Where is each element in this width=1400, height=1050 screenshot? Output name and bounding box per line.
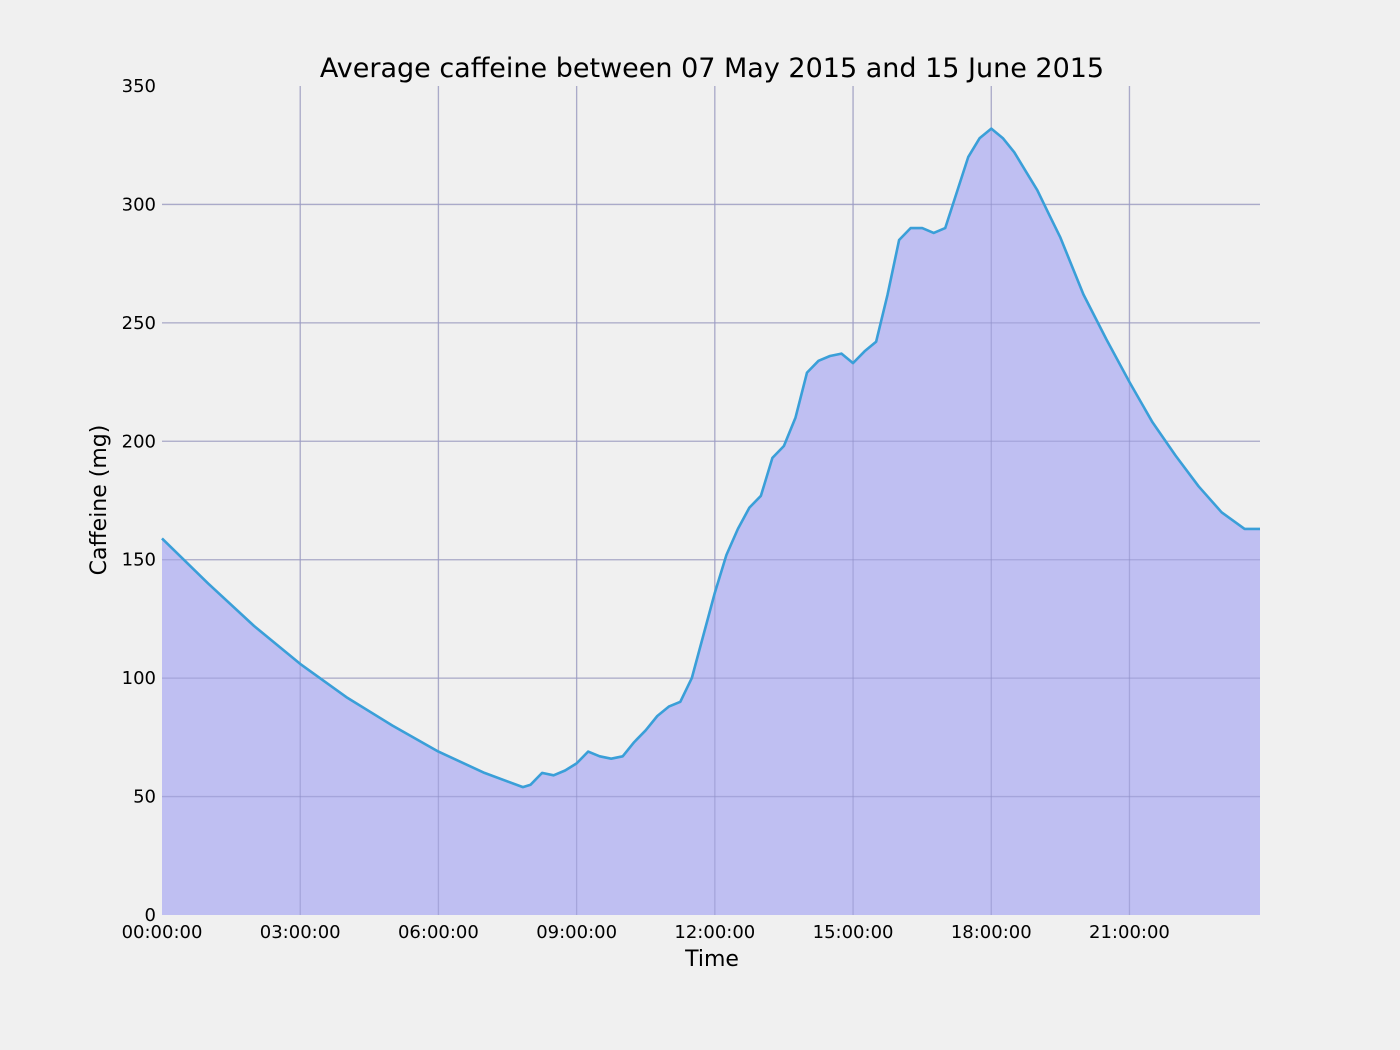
data-point — [1259, 528, 1261, 530]
data-point — [806, 372, 808, 374]
data-point — [933, 232, 935, 234]
data-point — [253, 625, 255, 627]
data-point — [656, 715, 658, 717]
data-point — [1082, 293, 1084, 295]
data-point — [771, 457, 773, 459]
data-point — [1198, 485, 1200, 487]
data-point — [1013, 151, 1015, 153]
x-tick-label: 09:00:00 — [536, 922, 617, 943]
data-point — [207, 582, 209, 584]
data-point — [484, 772, 486, 774]
data-point — [714, 592, 716, 594]
data-point — [760, 495, 762, 497]
data-point — [737, 528, 739, 530]
y-tick-label: 350 — [122, 76, 156, 97]
data-point — [161, 537, 163, 539]
data-point — [748, 507, 750, 509]
data-point — [921, 227, 923, 229]
data-point — [553, 774, 555, 776]
gridlines-overlay — [162, 86, 1260, 915]
data-point — [1071, 265, 1073, 267]
data-point — [1244, 528, 1246, 530]
x-tick-label: 12:00:00 — [674, 922, 755, 943]
data-point — [668, 706, 670, 708]
data-point — [345, 696, 347, 698]
data-point — [610, 758, 612, 760]
data-point — [1129, 381, 1131, 383]
data-point — [702, 635, 704, 637]
data-point — [910, 227, 912, 229]
data-point — [541, 772, 543, 774]
data-point — [1002, 137, 1004, 139]
data-point — [898, 239, 900, 241]
x-tick-label: 00:00:00 — [122, 922, 203, 943]
x-axis-label: Time — [684, 947, 739, 972]
data-point — [587, 751, 589, 753]
data-point — [783, 445, 785, 447]
data-point — [956, 192, 958, 194]
data-point — [1059, 237, 1061, 239]
data-point — [725, 554, 727, 556]
data-point — [864, 350, 866, 352]
data-point — [795, 417, 797, 419]
data-point — [1105, 338, 1107, 340]
data-point — [944, 227, 946, 229]
x-tick-label: 21:00:00 — [1089, 922, 1170, 943]
data-point — [691, 677, 693, 679]
data-point — [1036, 189, 1038, 191]
chart-title: Average caffeine between 07 May 2015 and… — [320, 53, 1104, 84]
data-point — [841, 353, 843, 355]
data-point — [522, 786, 524, 788]
data-point — [437, 751, 439, 753]
y-tick-label: 150 — [122, 550, 156, 571]
y-tick-label: 100 — [122, 668, 156, 689]
data-point — [887, 293, 889, 295]
data-point — [1048, 213, 1050, 215]
y-tick-label: 0 — [145, 905, 156, 926]
data-point — [852, 362, 854, 364]
data-point — [633, 741, 635, 743]
data-point — [299, 663, 301, 665]
data-point — [391, 725, 393, 727]
data-point — [564, 770, 566, 772]
x-tick-label: 15:00:00 — [813, 922, 894, 943]
data-point — [679, 701, 681, 703]
y-tick-label: 250 — [122, 313, 156, 334]
data-point — [990, 128, 992, 130]
data-point — [530, 784, 532, 786]
data-point — [645, 729, 647, 731]
data-point — [875, 341, 877, 343]
data-point — [1175, 455, 1177, 457]
data-point — [967, 156, 969, 158]
y-tick-label: 50 — [133, 787, 156, 808]
data-point — [979, 137, 981, 139]
x-axis-ticks: 00:00:00 03:00:00 06:00:00 09:00:00 12:00:00… — [122, 922, 1170, 943]
x-tick-label: 03:00:00 — [260, 922, 341, 943]
x-tick-label: 18:00:00 — [951, 922, 1032, 943]
y-axis-label: Caffeine (mg) — [87, 425, 112, 576]
data-point — [576, 762, 578, 764]
data-point — [829, 355, 831, 357]
caffeine-series-line — [161, 127, 1260, 789]
caffeine-area-fill — [162, 128, 1260, 916]
data-point — [1152, 421, 1154, 423]
y-tick-label: 300 — [122, 194, 156, 215]
data-point — [1025, 170, 1027, 172]
x-tick-label: 06:00:00 — [398, 922, 479, 943]
data-point — [622, 755, 624, 757]
y-axis-ticks: 0 50 100 150 200 250 300 350 — [122, 76, 156, 926]
y-tick-label: 200 — [122, 431, 156, 452]
data-point — [599, 755, 601, 757]
data-point — [818, 360, 820, 362]
data-point — [1221, 511, 1223, 513]
